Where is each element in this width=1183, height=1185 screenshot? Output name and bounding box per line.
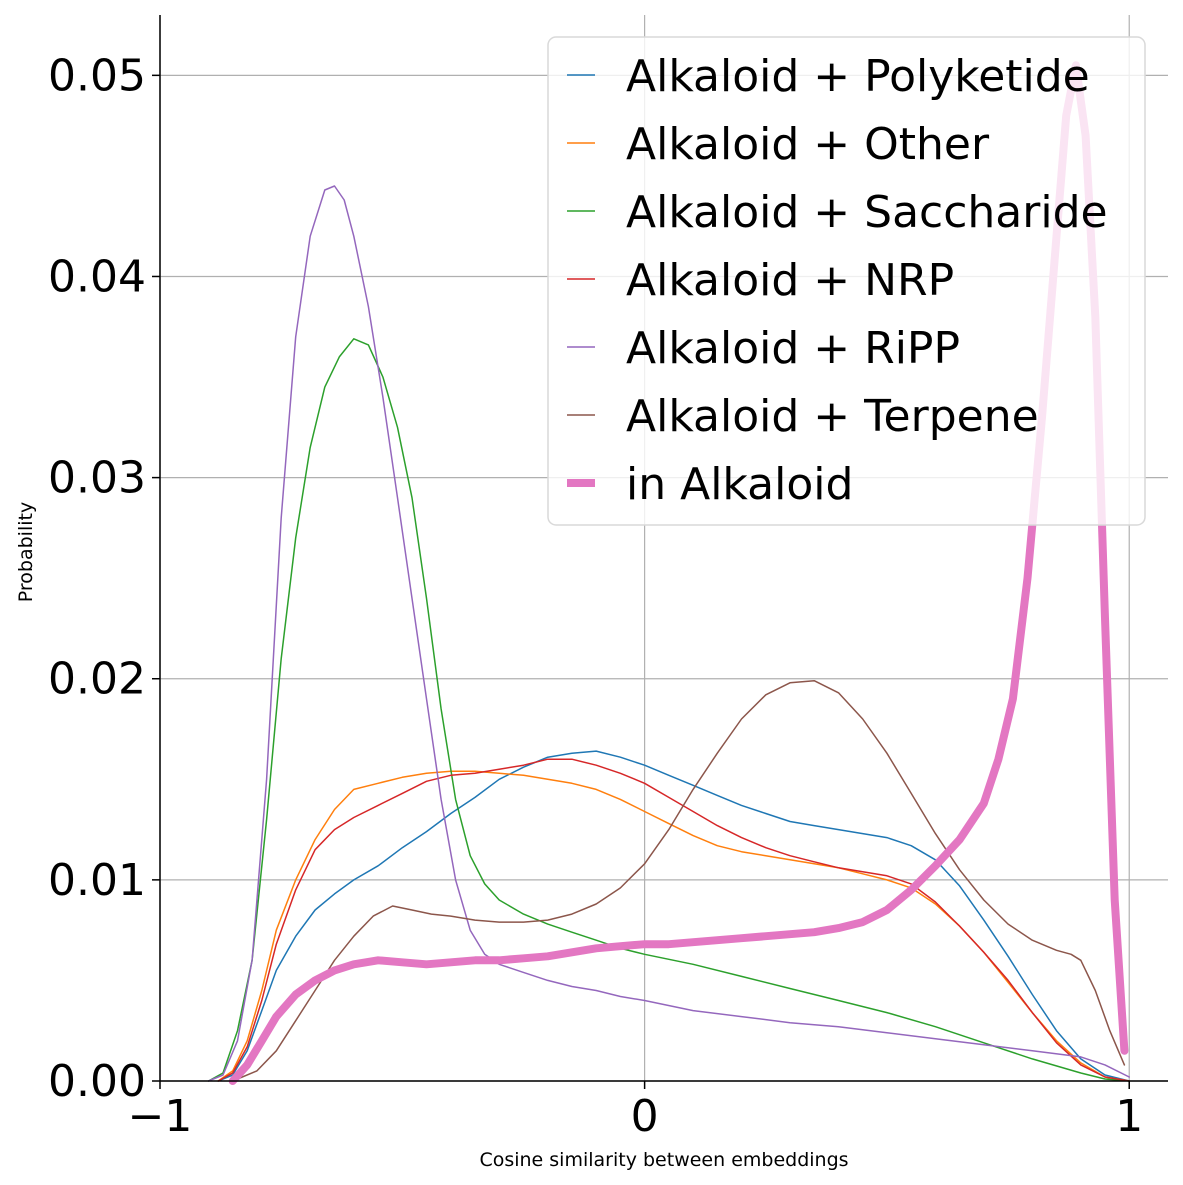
y-tick-label: 0.05 xyxy=(48,50,146,101)
legend-label-4: Alkaloid + RiPP xyxy=(626,323,960,374)
series-line-5 xyxy=(231,679,1126,1082)
axes xyxy=(159,15,1168,1082)
tick-labels: 0.00 0.01 0.02 0.03 0.04 0.05 −1 0 1 xyxy=(48,50,1143,1142)
series-line-0 xyxy=(217,750,1130,1082)
y-tick-label: 0.01 xyxy=(48,855,146,906)
legend-label-2: Alkaloid + Saccharide xyxy=(626,187,1108,238)
legend-label-3: Alkaloid + NRP xyxy=(626,255,954,306)
y-tick-label: 0.03 xyxy=(48,453,146,504)
x-axis-label: Cosine similarity between embeddings xyxy=(479,1149,848,1171)
legend-frame xyxy=(547,36,1146,526)
legend-label-5: Alkaloid + Terpene xyxy=(626,391,1039,442)
series-line-2 xyxy=(207,338,1130,1082)
y-tick-label: 0.02 xyxy=(48,654,146,705)
legend-label-0: Alkaloid + Polyketide xyxy=(626,51,1090,102)
legend-label-1: Alkaloid + Other xyxy=(626,119,990,170)
x-tick-label: −1 xyxy=(128,1091,193,1142)
y-tick-label: 0.04 xyxy=(48,251,146,302)
y-tick-label: 0.00 xyxy=(48,1056,146,1107)
legend: Alkaloid + Polyketide Alkaloid + Other Alk… xyxy=(547,36,1146,526)
legend-label-6: in Alkaloid xyxy=(626,459,853,510)
series-line-4 xyxy=(207,185,1130,1082)
series-line-3 xyxy=(217,758,1130,1082)
x-tick-label: 1 xyxy=(1115,1091,1143,1142)
x-tick-label: 0 xyxy=(631,1091,659,1142)
y-axis-label: Probability xyxy=(15,502,37,602)
